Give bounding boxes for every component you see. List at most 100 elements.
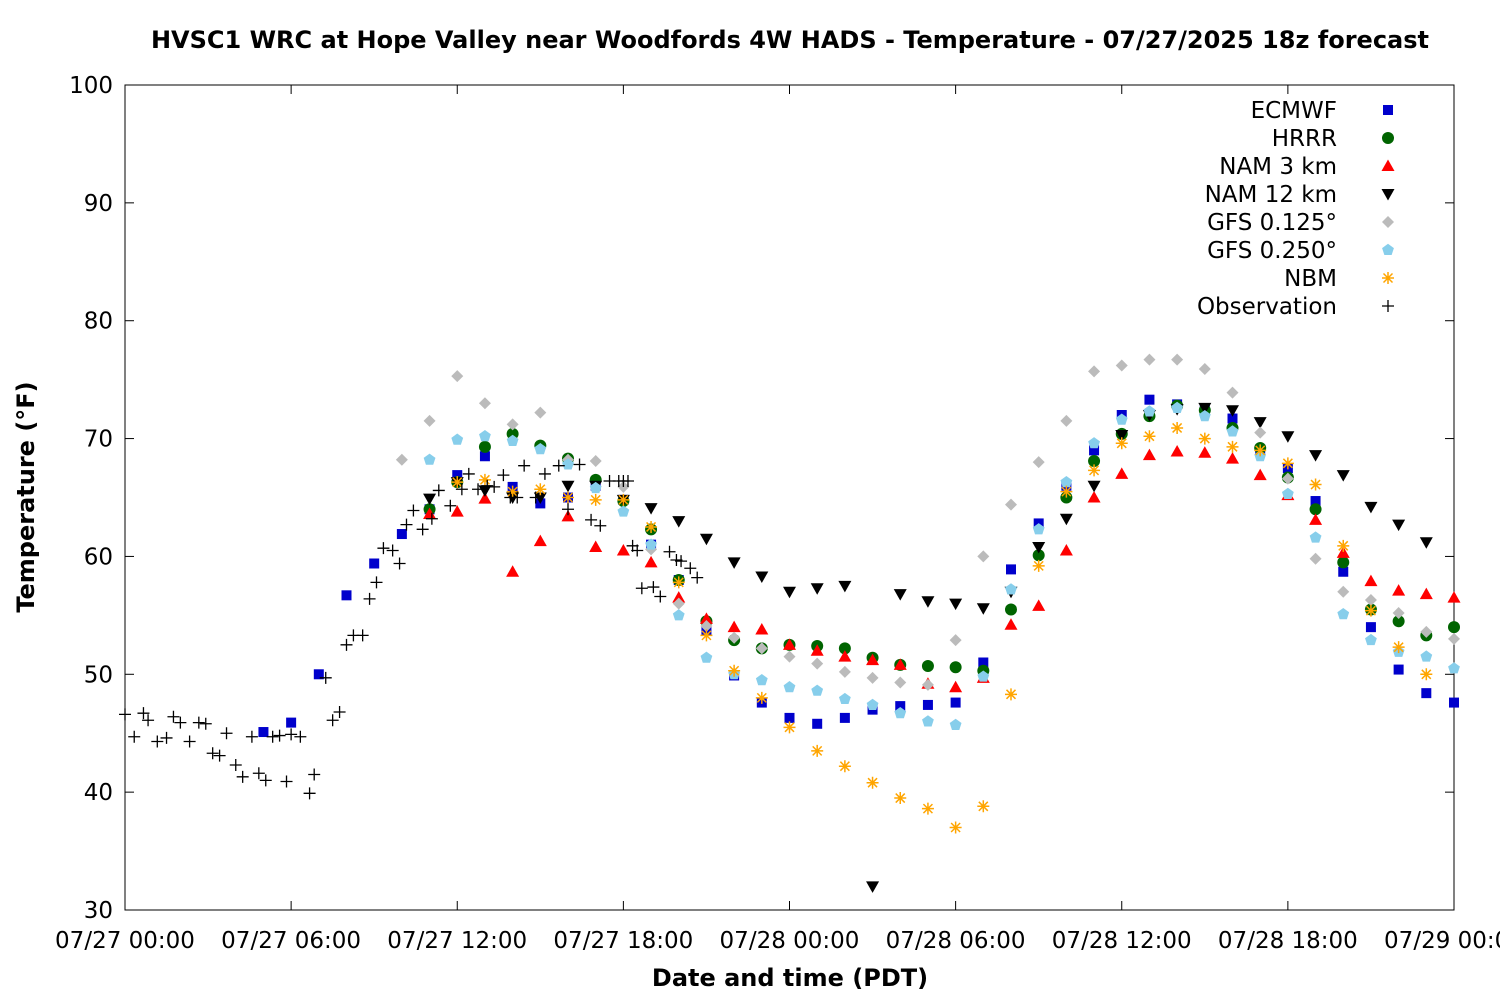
nbm-point [1171,421,1184,434]
gfs-0-125-point [534,406,547,419]
gfs-0-250-point [922,715,934,727]
observation-point [635,582,648,595]
gfs-0-250-point [423,453,436,465]
gfs-0-250-point [645,538,657,550]
nam-3-km-point [1115,467,1129,479]
observation-point [444,499,457,512]
observation-point [363,592,376,605]
gfs-0-125-point [811,657,824,670]
observation-point [280,775,293,788]
observation-point [684,562,697,575]
hrrr-point [1005,603,1017,616]
gfs-0-125-point [1420,625,1433,638]
ecmwf-point [784,712,795,723]
nam-3-km-point [561,509,575,522]
ecmwf-point [978,657,989,668]
observation-point [160,731,173,744]
gfs-0-125-point [506,418,519,431]
nam-12-km-point [1198,402,1212,415]
nam-3-km-point [478,492,492,504]
observation-point [245,730,258,743]
gfs-0-125-point [395,453,408,466]
nbm-point [1198,432,1211,445]
observation-point [308,768,321,781]
nam-3-km-point [1032,599,1046,611]
series-gfs-0-250 [423,401,1460,730]
gfs-0-125-point [755,642,768,655]
nam-12-km-point [699,533,713,546]
observation-point [511,491,524,504]
y-tick-label: 40 [84,780,113,806]
gfs-0-250-point [1143,405,1156,417]
nam-12-km-point [949,598,963,611]
gfs-0-125-point [728,631,741,644]
gfs-0-250-point [1337,607,1350,620]
gfs-0-250-point [894,706,907,719]
nbm-point [1005,688,1017,701]
x-tick-label: 07/28 00:00 [720,928,860,954]
nam-12-km-point [727,557,741,569]
series-nbm [451,421,1433,834]
gfs-0-250-point [866,698,879,710]
hrrr-point [1088,454,1101,467]
observation-point [562,503,574,516]
x-tick-label: 07/27 06:00 [221,928,361,954]
nbm-point [977,800,990,813]
y-tick-label: 90 [84,191,113,217]
observation-point [213,749,226,762]
gfs-0-250-point [617,505,630,517]
observation-point [142,714,155,727]
observation-point [472,483,485,496]
gfs-0-250-point [479,430,491,442]
ecmwf-point [839,712,850,723]
legend-label-nam-12-km: NAM 12 km [1205,182,1337,208]
observation-point [552,459,565,472]
nbm-point [1060,485,1073,498]
nam-3-km-point [1087,491,1101,503]
gfs-0-125-point [1060,414,1073,427]
nbm-point [1115,437,1128,450]
nam-12-km-point [1253,417,1267,429]
nam-3-km-point [1226,452,1239,464]
observation-point [585,513,598,526]
x-tick-label: 07/28 06:00 [886,928,1026,954]
gfs-0-250-point [1032,523,1045,535]
gfs-0-250-point [977,670,990,682]
nbm-point [1226,440,1239,453]
gfs-0-125-point [672,597,685,610]
nbm-point [1337,539,1350,552]
data-points [119,353,1461,893]
nbm-point [1392,641,1405,654]
hrrr-point [949,661,962,674]
series-gfs-0-125 [395,353,1460,691]
ecmwf-point [1006,564,1016,575]
gfs-0-250-point [1226,425,1239,437]
nam-3-km-point [1392,584,1406,596]
nam-3-km-point [1059,544,1073,556]
gfs-0-125-point [1448,632,1460,645]
nam-12-km-point [1032,542,1046,554]
observation-point [481,479,494,492]
gfs-0-125-point [1032,456,1045,469]
observation-point [425,512,438,525]
observation-point [393,557,406,570]
hrrr-point [1337,556,1350,569]
observation-point [151,735,164,748]
series-ecmwf [258,394,1459,738]
nam-3-km-point [1198,446,1212,458]
hrrr-point [838,642,851,655]
ecmwf-point [1338,566,1349,577]
observation-point [137,707,150,720]
observation-point [340,638,353,651]
observation-point [119,708,131,721]
observation-point [377,542,390,555]
gfs-0-250-point [700,651,713,663]
ecmwf-point [922,699,933,710]
observation-point [167,710,180,723]
nbm-point [589,493,602,506]
series-nam-3-km [423,445,1461,693]
gfs-0-250-point [949,718,962,730]
legend-marker-gfs-0-125 [1382,216,1394,228]
gfs-0-250-point [1060,475,1073,488]
